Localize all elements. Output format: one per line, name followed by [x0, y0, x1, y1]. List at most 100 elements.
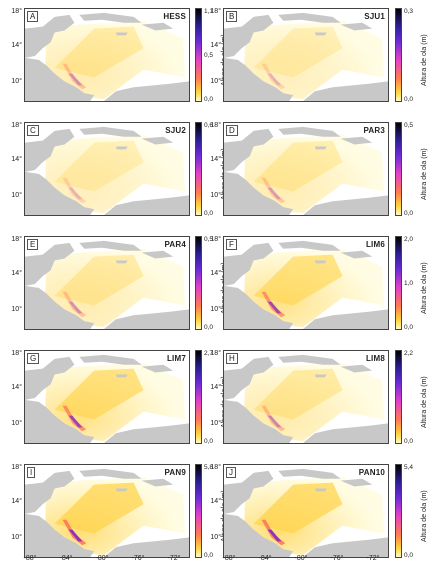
land-hispaniola [141, 22, 174, 31]
latitude-tick-label: 10° [11, 420, 22, 427]
land-cuba [278, 240, 341, 251]
panel-letter: B [226, 11, 238, 22]
land-colombia [326, 545, 351, 557]
colorbar-title: Altura de ola (m) [421, 262, 428, 314]
map-panel-g: G LIM7 [24, 350, 190, 444]
land-cuba [79, 468, 142, 479]
colorbar-max-label: 0,3 [404, 8, 414, 15]
map-canvas [224, 123, 388, 215]
latitude-tick-label: 14° [210, 270, 221, 277]
map-panel-i: I PAN9 [24, 464, 190, 558]
wave-hotspot [62, 405, 87, 432]
colorbar-mid-label: 1,0 [404, 280, 414, 287]
colorbar [395, 122, 402, 216]
map-panel-c: C SJU2 [24, 122, 190, 216]
colorbar-mid-label: 0,5 [204, 52, 214, 59]
latitude-tick-label: 18° [210, 464, 221, 471]
land-mexico [25, 14, 75, 58]
map-canvas [224, 237, 388, 329]
colorbar-max-label: 5,8 [204, 464, 214, 471]
map-panel-d: D PAR3 [223, 122, 389, 216]
colorbar-max-label: 2,7 [204, 350, 214, 357]
scenario-code: LIM6 [365, 240, 385, 249]
land-cuba [278, 126, 341, 137]
land-central-america [25, 57, 95, 101]
wave-fan [253, 368, 343, 420]
colorbar [395, 350, 402, 444]
map-canvas [25, 237, 189, 329]
land-mexico [25, 128, 75, 172]
land-jamaica [314, 32, 327, 36]
colorbar [395, 8, 402, 102]
longitude-tick-label: -72° [366, 555, 380, 562]
map-panel-h: H LIM8 [223, 350, 389, 444]
panel-letter: H [226, 353, 238, 364]
colorbar-title: Altura de ola (m) [421, 490, 428, 542]
land-jamaica [314, 260, 327, 264]
longitude-tick-label: -76° [330, 555, 344, 562]
land-mexico [25, 356, 75, 400]
land-mexico [224, 242, 274, 286]
sea-wave-field [44, 248, 186, 328]
scenario-code: PAR4 [164, 240, 186, 249]
panel-letter: G [27, 353, 40, 364]
colorbar-max-label: 1,1 [204, 8, 214, 15]
land-colombia [127, 203, 152, 215]
wave-fan [54, 368, 144, 420]
land-hispaniola [141, 364, 174, 373]
land-colombia [326, 203, 351, 215]
land-jamaica [115, 32, 128, 36]
land-central-america [25, 171, 95, 215]
latitude-tick-label: 14° [210, 498, 221, 505]
colorbar-min-label: 0,0 [204, 324, 214, 331]
land-cuba [278, 354, 341, 365]
colorbar [195, 8, 202, 102]
scenario-code: PAN10 [358, 468, 385, 477]
wave-fan [54, 482, 144, 534]
wave-hotspot [261, 519, 286, 546]
latitude-tick-label: 10° [210, 78, 221, 85]
latitude-tick-label: 18° [11, 8, 22, 15]
scenario-code: LIM8 [365, 354, 385, 363]
wave-hotspot [261, 405, 286, 432]
land-central-america [25, 513, 95, 557]
land-central-america [224, 57, 294, 101]
wave-peak [68, 529, 83, 542]
land-hispaniola [340, 22, 373, 31]
wave-hotspot [62, 519, 87, 546]
colorbar-min-label: 0,0 [404, 96, 414, 103]
wave-fan [253, 254, 343, 306]
land-mexico [224, 356, 274, 400]
colorbar-max-label: 5,4 [404, 464, 414, 471]
map-panel-f: F LIM6 [223, 236, 389, 330]
longitude-tick-label: -88° [222, 555, 236, 562]
longitude-tick-label: -80° [95, 555, 109, 562]
land-cuba [278, 468, 341, 479]
latitude-tick-label: 18° [11, 464, 22, 471]
latitude-tick-label: 18° [11, 350, 22, 357]
wave-hotspot [62, 63, 87, 90]
wave-peak [267, 529, 282, 542]
land-hispaniola [340, 250, 373, 259]
land-cuba [79, 12, 142, 23]
wave-fan [253, 26, 343, 78]
land-jamaica [115, 260, 128, 264]
land-colombia [326, 317, 351, 329]
latitude-tick-label: 14° [210, 384, 221, 391]
colorbar [195, 464, 202, 558]
latitude-tick-label: 10° [11, 534, 22, 541]
map-canvas [224, 9, 388, 101]
panel-letter: C [27, 125, 39, 136]
colorbar-min-label: 0,0 [404, 210, 414, 217]
map-canvas [25, 351, 189, 443]
land-jamaica [115, 488, 128, 492]
scenario-code: PAN9 [164, 468, 186, 477]
latitude-tick-label: 10° [210, 420, 221, 427]
land-mexico [25, 470, 75, 514]
land-hispaniola [141, 136, 174, 145]
latitude-tick-label: 18° [210, 236, 221, 243]
latitude-tick-label: 18° [210, 350, 221, 357]
latitude-tick-label: 18° [210, 8, 221, 15]
map-canvas [25, 9, 189, 101]
latitude-tick-label: 14° [210, 42, 221, 49]
